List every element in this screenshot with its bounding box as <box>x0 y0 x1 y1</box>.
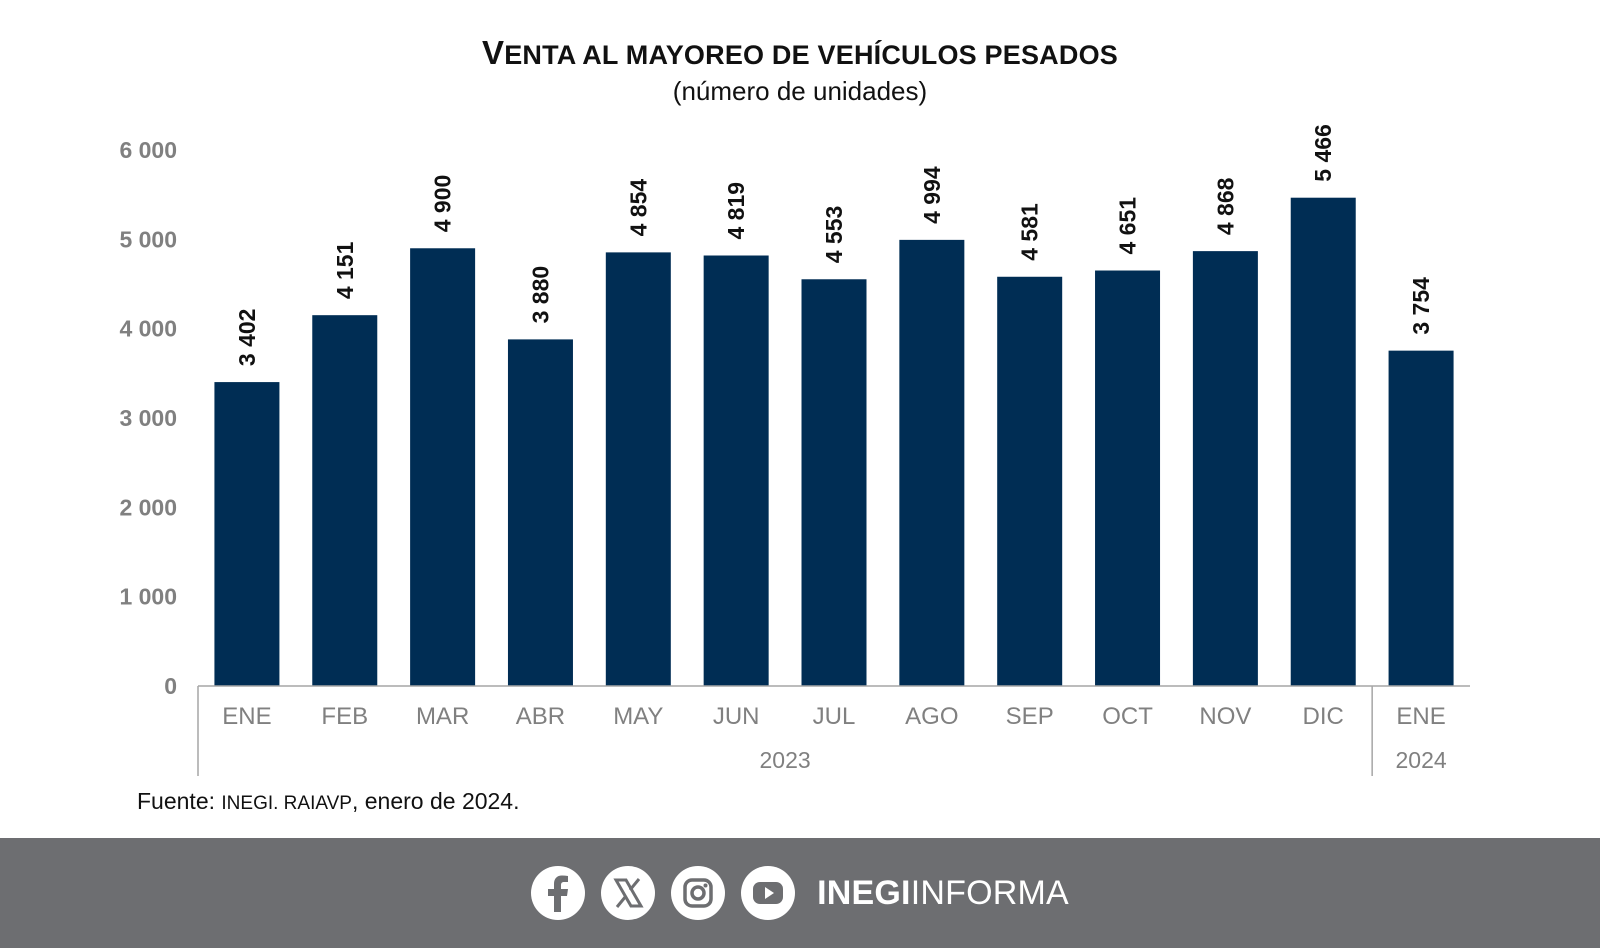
source-prefix: Fuente: <box>137 788 222 814</box>
data-label: 4 900 <box>430 175 456 233</box>
bar <box>214 382 280 686</box>
y-tick-label: 5 000 <box>119 226 177 252</box>
bar <box>997 276 1063 686</box>
bar <box>801 279 867 686</box>
year-group-label: 2024 <box>1395 747 1446 773</box>
bar <box>507 339 573 686</box>
data-label: 4 581 <box>1017 203 1043 261</box>
x-tick-label: DIC <box>1303 703 1344 730</box>
x-tick-label: NOV <box>1199 703 1251 730</box>
data-label: 4 868 <box>1212 177 1238 235</box>
x-tick-label: ENE <box>1396 703 1445 730</box>
brand-regular: INFORMA <box>910 873 1069 912</box>
y-tick-label: 6 000 <box>119 137 177 163</box>
x-tick-label: SEP <box>1006 703 1054 730</box>
data-label: 3 754 <box>1408 277 1434 335</box>
x-tick-label: JUL <box>813 703 856 730</box>
brand-bold: INEGI <box>817 873 911 912</box>
bar <box>1290 197 1356 687</box>
x-tick-label: MAR <box>416 703 469 730</box>
y-tick-label: 2 000 <box>119 494 177 520</box>
x-tick-label: JUN <box>713 703 760 730</box>
data-label: 3 880 <box>527 266 553 324</box>
data-label: 4 553 <box>821 206 847 264</box>
chart-title-lead: V <box>481 34 505 71</box>
source-suffix: , enero de 2024. <box>351 788 520 814</box>
bar <box>1388 350 1454 686</box>
x-tick-label: ABR <box>516 703 565 730</box>
bar <box>410 248 476 686</box>
data-label: 4 819 <box>723 182 749 240</box>
bar-chart: 0 1 000 2 000 3 000 4 000 5 000 6 000 3 402 ENE 4… <box>119 124 1470 776</box>
y-tick-label: 0 <box>164 673 177 699</box>
footer-bar: INEGIINFORMA <box>0 838 1600 948</box>
bar <box>899 239 965 687</box>
data-label: 5 466 <box>1310 124 1336 182</box>
data-label: 4 854 <box>625 179 651 237</box>
chart-subtitle: (número de unidades) <box>672 76 928 106</box>
chart-header: VENTA AL MAYOREO DE VEHÍCULOS PESADOS (n… <box>0 34 1600 107</box>
youtube-icon[interactable] <box>741 866 796 920</box>
facebook-icon[interactable] <box>531 866 586 920</box>
source-org: INEGI. RAIAVP <box>221 793 352 814</box>
chart-title-rest: ENTA AL MAYOREO DE VEHÍCULOS PESADOS <box>504 40 1118 70</box>
y-tick-label: 3 000 <box>119 405 177 431</box>
source-note: Fuente: INEGI. RAIAVP, enero de 2024. <box>137 788 520 815</box>
bar <box>1095 270 1161 686</box>
y-tick-label: 4 000 <box>119 316 177 342</box>
bar <box>312 315 378 686</box>
chart-title: VENTA AL MAYOREO DE VEHÍCULOS PESADOS <box>0 34 1600 72</box>
x-tick-label: AGO <box>905 703 958 730</box>
bar <box>1192 251 1258 686</box>
y-tick-label: 1 000 <box>119 584 177 610</box>
bar <box>605 252 671 686</box>
year-group-label: 2023 <box>759 747 810 773</box>
x-tick-label: MAY <box>613 703 663 730</box>
data-label: 4 994 <box>919 166 945 224</box>
x-tick-label: ENE <box>222 703 271 730</box>
brand-wordmark: INEGIINFORMA <box>817 874 1069 913</box>
bar <box>703 255 769 686</box>
x-tick-label: OCT <box>1102 703 1153 730</box>
data-label: 4 151 <box>332 241 358 299</box>
data-label: 4 651 <box>1115 197 1141 255</box>
x-icon[interactable] <box>601 866 656 920</box>
instagram-icon[interactable] <box>671 866 726 920</box>
x-tick-label: FEB <box>321 703 368 730</box>
data-label: 3 402 <box>234 309 260 367</box>
